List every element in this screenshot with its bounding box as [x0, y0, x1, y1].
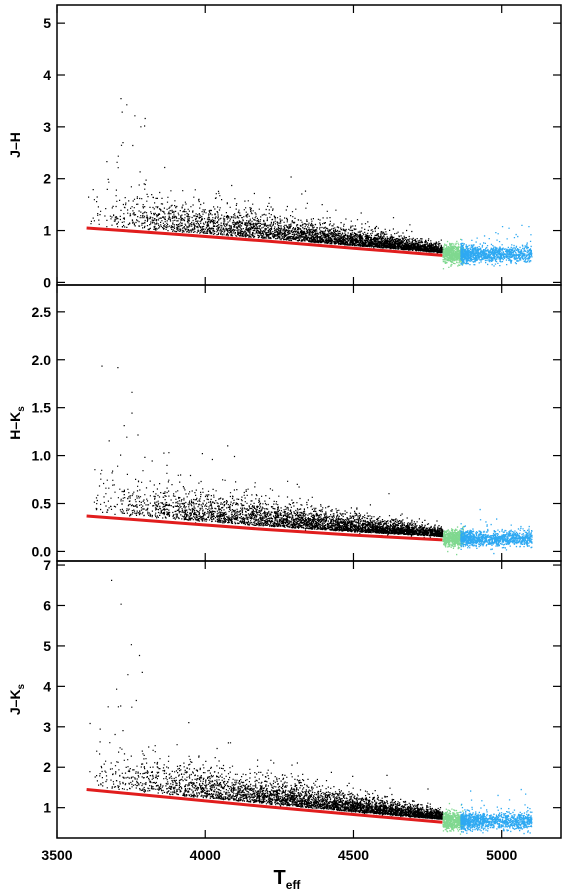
x-axis-labels: 3500 4000 4500 5000: [41, 847, 517, 863]
y-axis-title-sub: s: [16, 406, 27, 412]
y-tick-label: 3: [43, 119, 51, 135]
y-tick-label: 0: [43, 274, 51, 290]
plot-frame: [56, 560, 562, 839]
warm-dwarf-points: [460, 508, 533, 555]
boundary-band-points: [442, 238, 465, 270]
scatter-points: [89, 579, 533, 835]
locus-line: [86, 788, 443, 824]
cool-dwarf-points: [93, 365, 444, 540]
y-tick-label: 5: [43, 638, 51, 654]
panel-3: 1 2 3 4 5 6 7 J–Ks: [7, 557, 562, 839]
y-axis-title-main: H–K: [7, 412, 23, 440]
y-tick-label: 0.0: [32, 543, 52, 559]
panels: 012345J–H0.00.51.01.52.02.5H–Ks1234567J–…: [7, 4, 562, 839]
warm-dwarf-points: [460, 224, 533, 267]
y-tick-label: 2.0: [32, 352, 52, 368]
cool-dwarf-points: [89, 579, 444, 822]
cool-dwarf-points: [88, 98, 444, 256]
x-tick-label: 3500: [41, 847, 72, 863]
y-tick-label: 2: [43, 759, 51, 775]
y-axis-title-main: J–K: [7, 689, 23, 715]
scatter-points: [88, 98, 533, 270]
panel-1: 0 1 2 3 4 5 J–H: [7, 4, 562, 290]
y-tick-label: 6: [43, 597, 51, 613]
y-tick-label: 1: [43, 223, 51, 239]
y-tick-label: 0.5: [32, 496, 52, 512]
y-tick-label: 4: [43, 67, 51, 83]
locus-line: [86, 514, 443, 542]
y-tick-label: 1.0: [32, 448, 52, 464]
x-tick-label: 4500: [338, 847, 369, 863]
y-tick-label: 1: [43, 800, 51, 816]
y-tick-label: 4: [43, 678, 51, 694]
scatter-points: [93, 365, 533, 556]
x-axis-title-sub: eff: [286, 878, 302, 892]
x-axis-title-main: T: [274, 867, 286, 889]
panel-2: 0.0 0.5 1.0 1.5 2.0 2.5 H–Ks: [7, 284, 562, 562]
y-axis-title-sub: s: [16, 683, 27, 689]
warm-dwarf-points: [460, 788, 533, 835]
y-tick-label: 1.5: [32, 400, 52, 416]
y-axis-title-main: J–H: [7, 132, 23, 158]
y-tick-label: 5: [43, 15, 51, 31]
y-tick-label: 7: [43, 557, 51, 573]
x-axis-title: Teff: [274, 867, 302, 892]
y-axis-title: J–H: [7, 132, 23, 158]
y-axis-title: H–Ks: [7, 406, 27, 440]
x-tick-label: 5000: [486, 847, 517, 863]
y-axis-title: J–Ks: [7, 683, 27, 715]
y-tick-label: 3: [43, 719, 51, 735]
y-tick-label: 2: [43, 171, 51, 187]
x-tick-label: 4000: [190, 847, 221, 863]
boundary-band-points: [442, 525, 465, 556]
boundary-band-points: [442, 802, 465, 835]
locus-line: [86, 226, 443, 257]
y-tick-label: 2.5: [32, 304, 52, 320]
